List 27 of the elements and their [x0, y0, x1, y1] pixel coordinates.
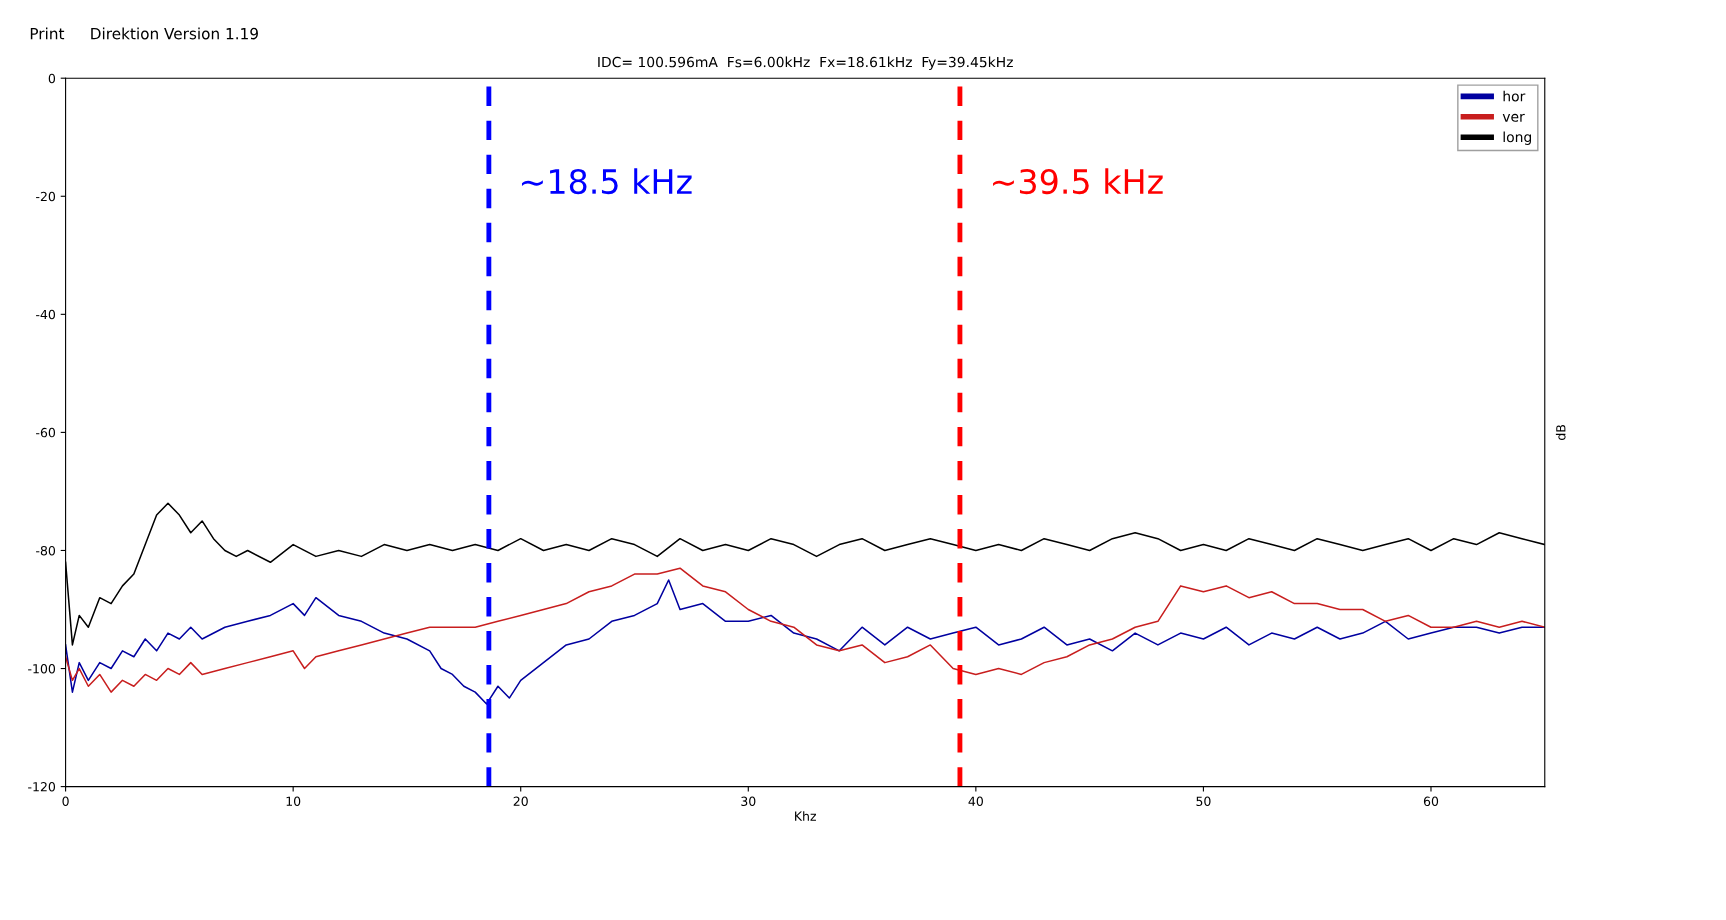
x-tick-label: 60 — [1423, 796, 1439, 806]
x-axis-title: Khz — [795, 811, 816, 821]
text: Version 1.19 — [164, 27, 258, 40]
line-series — [65, 579, 1545, 705]
legend-label: ver — [1502, 113, 1525, 122]
line-series — [65, 567, 1545, 693]
y-tick-label: -80 — [36, 545, 56, 556]
y-tick-label: -120 — [28, 782, 56, 792]
x-tick-label: 20 — [513, 796, 528, 806]
x-tick-label: 0 — [62, 796, 69, 806]
legend-label: hor — [1503, 90, 1526, 102]
ref-line-label: ~39.5 kHz — [993, 168, 1163, 195]
x-tick-label: 10 — [286, 796, 301, 806]
ref-line-label: ~18.5 kHz — [521, 168, 692, 195]
y-tick-label: -20 — [36, 191, 56, 202]
y-tick-label: -60 — [36, 427, 56, 438]
y-tick-label: 0 — [48, 73, 56, 84]
chart-title: IDC= 100.596mA Fs=6.00kHz Fx=18.61kHz Fy=39.45kHz — [598, 56, 1013, 70]
y-tick-label: -100 — [28, 664, 56, 674]
legend-label: long — [1503, 131, 1532, 145]
x-tick-label: 50 — [1196, 796, 1211, 806]
x-tick-label: 40 — [968, 796, 983, 806]
text: Direktion — [91, 27, 158, 40]
text: Print — [30, 27, 65, 40]
x-tick-label: 30 — [741, 796, 756, 806]
y-tick-label: -40 — [36, 309, 56, 320]
y-axis-title: dB — [1555, 425, 1566, 440]
